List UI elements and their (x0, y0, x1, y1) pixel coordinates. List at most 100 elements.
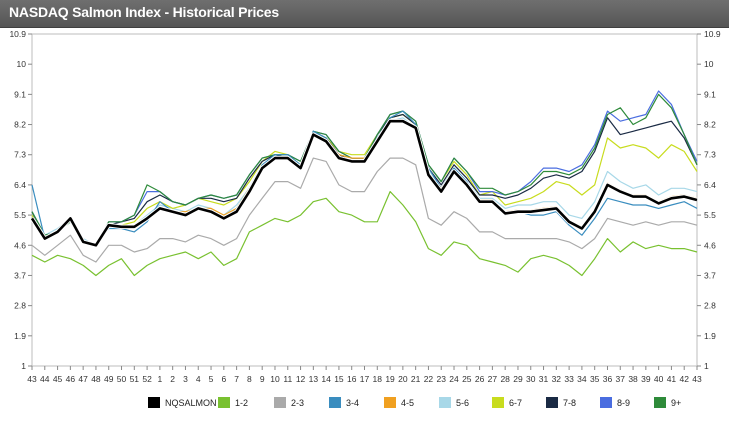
x-tick-label: 16 (347, 374, 357, 384)
x-tick-label: 11 (283, 374, 292, 384)
x-tick-label: 9 (260, 374, 265, 384)
x-tick-label: 46 (66, 374, 76, 384)
x-tick-label: 27 (488, 374, 498, 384)
y-tick-label-right: 2.8 (704, 301, 716, 311)
legend-swatch (600, 397, 612, 408)
legend: NQSALMON 1-2 2-3 3-4 4-5 5-6 6-7 7-8 8-9 9+ (148, 397, 681, 408)
x-tick-label: 18 (373, 374, 383, 384)
x-tick-label: 6 (221, 374, 226, 384)
y-tick-label-right: 5.5 (704, 210, 716, 220)
x-tick-label: 31 (539, 374, 549, 384)
x-tick-label: 43 (692, 374, 702, 384)
y-tick-label-right: 9.1 (704, 89, 716, 99)
y-tick-label-right: 7.3 (704, 150, 716, 160)
x-tick-label: 39 (641, 374, 651, 384)
y-tick-label-left: 10 (17, 59, 27, 69)
x-tick-label: 24 (449, 374, 459, 384)
x-tick-label: 32 (552, 374, 562, 384)
x-tick-label: 3 (183, 374, 188, 384)
legend-label: 6-7 (509, 398, 522, 408)
x-tick-label: 44 (40, 374, 50, 384)
x-tick-label: 30 (526, 374, 536, 384)
x-tick-label: 36 (603, 374, 613, 384)
legend-swatch (492, 397, 504, 408)
y-tick-label-right: 10.9 (704, 29, 721, 39)
x-tick-label: 41 (667, 374, 677, 384)
x-tick-label: 28 (500, 374, 510, 384)
legend-label: 9+ (671, 398, 681, 408)
x-tick-label: 23 (436, 374, 446, 384)
x-tick-label: 17 (360, 374, 370, 384)
x-tick-label: 19 (385, 374, 395, 384)
legend-label: 5-6 (456, 398, 469, 408)
series-line-1-2 (31, 191, 698, 277)
x-tick-label: 47 (78, 374, 88, 384)
legend-label: 4-5 (401, 398, 414, 408)
y-tick-label-left: 1.9 (14, 331, 26, 341)
x-tick-label: 4 (196, 374, 201, 384)
x-tick-label: 35 (590, 374, 600, 384)
x-tick-label: 50 (117, 374, 127, 384)
y-tick-label-right: 1.9 (704, 331, 716, 341)
legend-swatch (546, 397, 558, 408)
plot-frame (31, 33, 698, 367)
x-tick-label: 14 (321, 374, 331, 384)
x-tick-label: 45 (53, 374, 63, 384)
plot-border (31, 33, 698, 367)
legend-swatch (329, 397, 341, 408)
x-tick-label: 13 (309, 374, 319, 384)
x-tick-label: 34 (577, 374, 587, 384)
x-tick-label: 7 (234, 374, 239, 384)
y-tick-label-left: 10.9 (9, 29, 26, 39)
x-tick-label: 52 (142, 374, 152, 384)
legend-swatch (654, 397, 666, 408)
y-tick-label-left: 3.7 (14, 270, 26, 280)
series-line-nqsalmon (30, 119, 698, 247)
y-axis-left: 1 1.9 2.8 3.7 4.6 5.5 6.4 7.3 8.2 9.1 10 10.9 (9, 29, 32, 371)
y-tick-label-right: 1 (704, 361, 709, 371)
chart-title-bar: NASDAQ Salmon Index - Historical Prices (0, 0, 729, 28)
y-tick-label-right: 10 (704, 59, 714, 69)
x-tick-label: 25 (462, 374, 472, 384)
y-tick-label-right: 3.7 (704, 270, 716, 280)
legend-swatch (384, 397, 396, 408)
x-tick-label: 51 (130, 374, 140, 384)
x-tick-label: 10 (270, 374, 280, 384)
legend-swatch (274, 397, 286, 408)
x-tick-label: 5 (209, 374, 214, 384)
x-tick-label: 1 (158, 374, 163, 384)
y-axis-right: 1 1.9 2.8 3.7 4.6 5.5 6.4 7.3 8.2 9.1 10 10.9 (697, 29, 721, 371)
x-tick-label: 22 (424, 374, 434, 384)
legend-label: 2-3 (291, 398, 304, 408)
x-tick-label: 33 (564, 374, 574, 384)
x-tick-label: 21 (411, 374, 421, 384)
legend-swatch (218, 397, 230, 408)
x-tick-label: 40 (654, 374, 664, 384)
legend-label: 1-2 (235, 398, 248, 408)
x-tick-label: 20 (398, 374, 408, 384)
legend-label: NQSALMON (165, 398, 217, 408)
x-tick-label: 43 (27, 374, 37, 384)
y-tick-label-right: 6.4 (704, 180, 716, 190)
legend-label: 8-9 (617, 398, 630, 408)
x-axis: 43 44 45 46 47 48 49 50 51 52 1 2 3 4 5 6 7 8 9 10 11 12 13 14 1… (27, 366, 702, 384)
series-lines (30, 90, 698, 277)
legend-label: 3-4 (346, 398, 359, 408)
series-line-2-3 (31, 157, 698, 263)
x-tick-label: 12 (296, 374, 306, 384)
y-tick-label-left: 5.5 (14, 210, 26, 220)
x-tick-label: 26 (475, 374, 485, 384)
legend-label: 7-8 (563, 398, 576, 408)
y-tick-label-left: 8.2 (14, 120, 26, 130)
x-tick-label: 49 (104, 374, 114, 384)
y-tick-label-right: 4.6 (704, 240, 716, 250)
y-tick-label-left: 6.4 (14, 180, 26, 190)
x-tick-label: 37 (616, 374, 626, 384)
x-tick-label: 2 (170, 374, 175, 384)
x-tick-label: 38 (628, 374, 638, 384)
y-tick-label-left: 1 (21, 361, 26, 371)
y-tick-label-left: 2.8 (14, 301, 26, 311)
y-tick-label-right: 8.2 (704, 120, 716, 130)
legend-swatch (439, 397, 451, 408)
